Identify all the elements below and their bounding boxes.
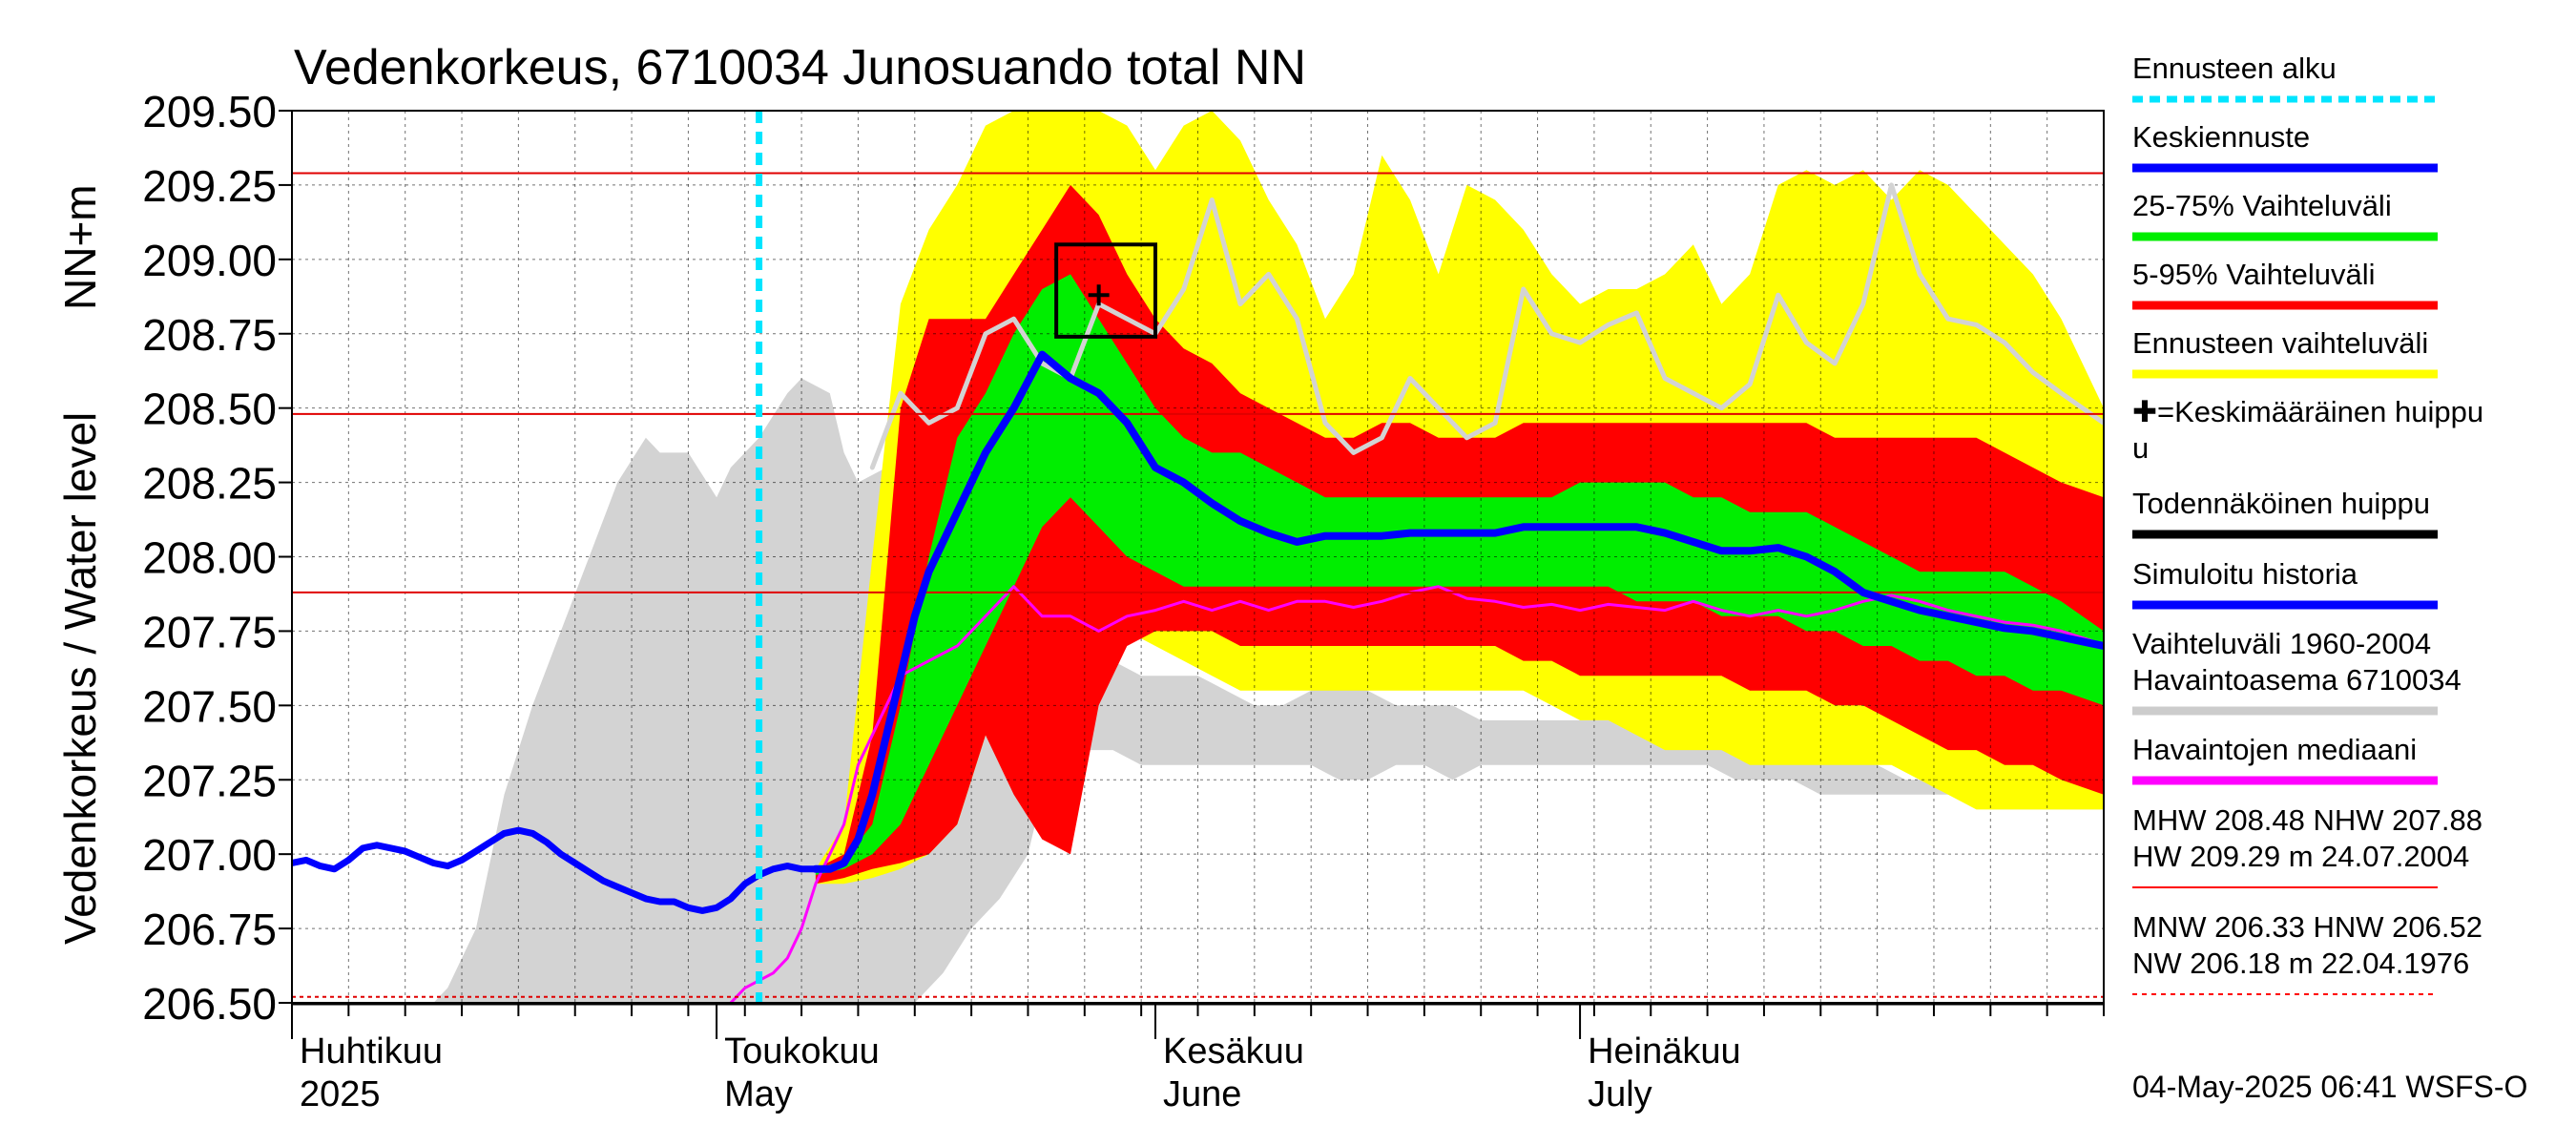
legend-label: Havaintojen mediaani xyxy=(2132,733,2417,766)
y-tick-label: 207.50 xyxy=(142,681,277,731)
x-month-label: Heinäkuu xyxy=(1588,1031,1741,1072)
x-month-sublabel: July xyxy=(1588,1074,1652,1114)
legend-label: Havaintoasema 6710034 xyxy=(2132,663,2462,697)
y-tick-label: 209.50 xyxy=(142,87,277,136)
x-month-sublabel: 2025 xyxy=(300,1074,381,1114)
legend-label: 25-75% Vaihteluväli xyxy=(2132,189,2392,222)
legend-label: Vaihteluväli 1960-2004 xyxy=(2132,627,2431,660)
legend-label: Keskiennuste xyxy=(2132,120,2310,154)
legend-label: ✚=Keskimääräinen huippu xyxy=(2132,395,2483,428)
legend-label: HW 209.29 m 24.07.2004 xyxy=(2132,840,2469,873)
plot-layer-lines xyxy=(292,111,2104,1003)
x-month-label: Huhtikuu xyxy=(300,1031,443,1072)
y-tick-label: 208.75 xyxy=(142,310,277,360)
y-tick-label: 207.00 xyxy=(142,830,277,880)
x-month-sublabel: June xyxy=(1163,1074,1241,1114)
legend-label: MHW 208.48 NHW 207.88 xyxy=(2132,803,2483,837)
probable-peak-box xyxy=(1054,242,1157,339)
x-month-sublabel: May xyxy=(724,1074,793,1114)
simulated-history-line xyxy=(292,826,820,914)
y-axis-unit-label: NN+m xyxy=(55,184,105,310)
mean-forecast-line xyxy=(811,350,2104,873)
legend-label: MNW 206.33 HNW 206.52 xyxy=(2132,910,2483,944)
legend-label: Ennusteen alku xyxy=(2132,52,2337,85)
legend-label: Simuloitu historia xyxy=(2132,557,2358,591)
mean-peak-marker xyxy=(1088,284,1110,306)
x-month-label: Toukokuu xyxy=(724,1031,880,1072)
range-25-75-area xyxy=(815,274,2104,875)
legend-label: NW 206.18 m 22.04.1976 xyxy=(2132,947,2469,980)
y-tick-label: 208.25 xyxy=(142,459,277,509)
y-axis-label: Vedenkorkeus / Water level xyxy=(55,412,105,945)
y-tick-label: 208.50 xyxy=(142,385,277,434)
legend-label: 5-95% Vaihteluväli xyxy=(2132,258,2375,291)
legend-label: Ennusteen vaihteluväli xyxy=(2132,326,2428,360)
y-tick-label: 209.25 xyxy=(142,161,277,211)
footer-timestamp: 04-May-2025 06:41 WSFS-O xyxy=(2132,1070,2527,1104)
y-tick-label: 208.00 xyxy=(142,533,277,583)
chart-title: Vedenkorkeus, 6710034 Junosuando total N… xyxy=(294,40,1306,95)
historical-range-area xyxy=(292,319,2104,1003)
y-tick-label: 209.00 xyxy=(142,236,277,285)
legend-label-wrap: u xyxy=(2132,431,2149,465)
x-month-label: Kesäkuu xyxy=(1163,1031,1304,1072)
y-tick-label: 206.75 xyxy=(142,905,277,954)
observed-median-line xyxy=(729,585,2104,1003)
gray-scenario-line xyxy=(869,182,2104,470)
y-tick-label: 207.75 xyxy=(142,607,277,656)
y-tick-label: 206.50 xyxy=(142,979,277,1029)
y-tick-label: 207.25 xyxy=(142,756,277,805)
legend-label: Todennäköinen huippu xyxy=(2132,487,2430,520)
